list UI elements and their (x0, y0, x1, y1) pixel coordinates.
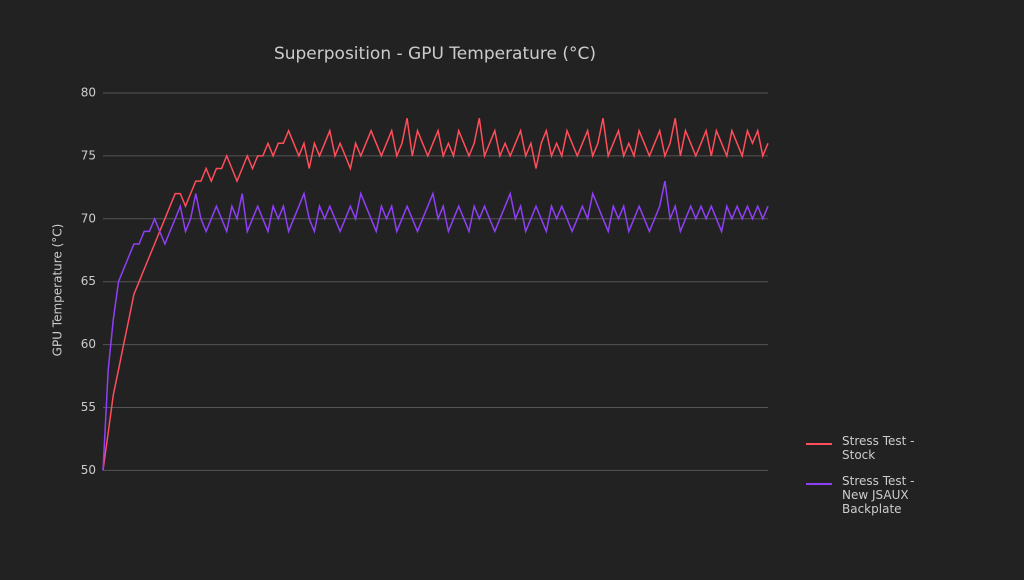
legend-label: Stress Test - New JSAUX Backplate (842, 474, 915, 516)
legend-swatch (806, 483, 832, 485)
y-tick-label: 50 (81, 463, 96, 477)
y-tick-label: 75 (81, 148, 96, 162)
y-tick-label: 60 (81, 337, 96, 351)
legend-label: Stress Test - Stock (842, 434, 915, 462)
series-line (102, 180, 769, 471)
chart-title: Superposition - GPU Temperature (°C) (274, 44, 596, 64)
legend-swatch (806, 443, 832, 445)
legend-entry[interactable]: Stress Test - New JSAUX Backplate (806, 474, 936, 516)
series-line (102, 118, 769, 471)
y-tick-label: 70 (81, 211, 96, 225)
y-tick-label: 80 (81, 86, 96, 100)
y-tick-label: 55 (81, 400, 96, 414)
legend-entry[interactable]: Stress Test - Stock (806, 434, 936, 462)
y-axis-label: GPU Temperature (°C) (51, 224, 65, 357)
y-tick-label: 65 (81, 274, 96, 288)
